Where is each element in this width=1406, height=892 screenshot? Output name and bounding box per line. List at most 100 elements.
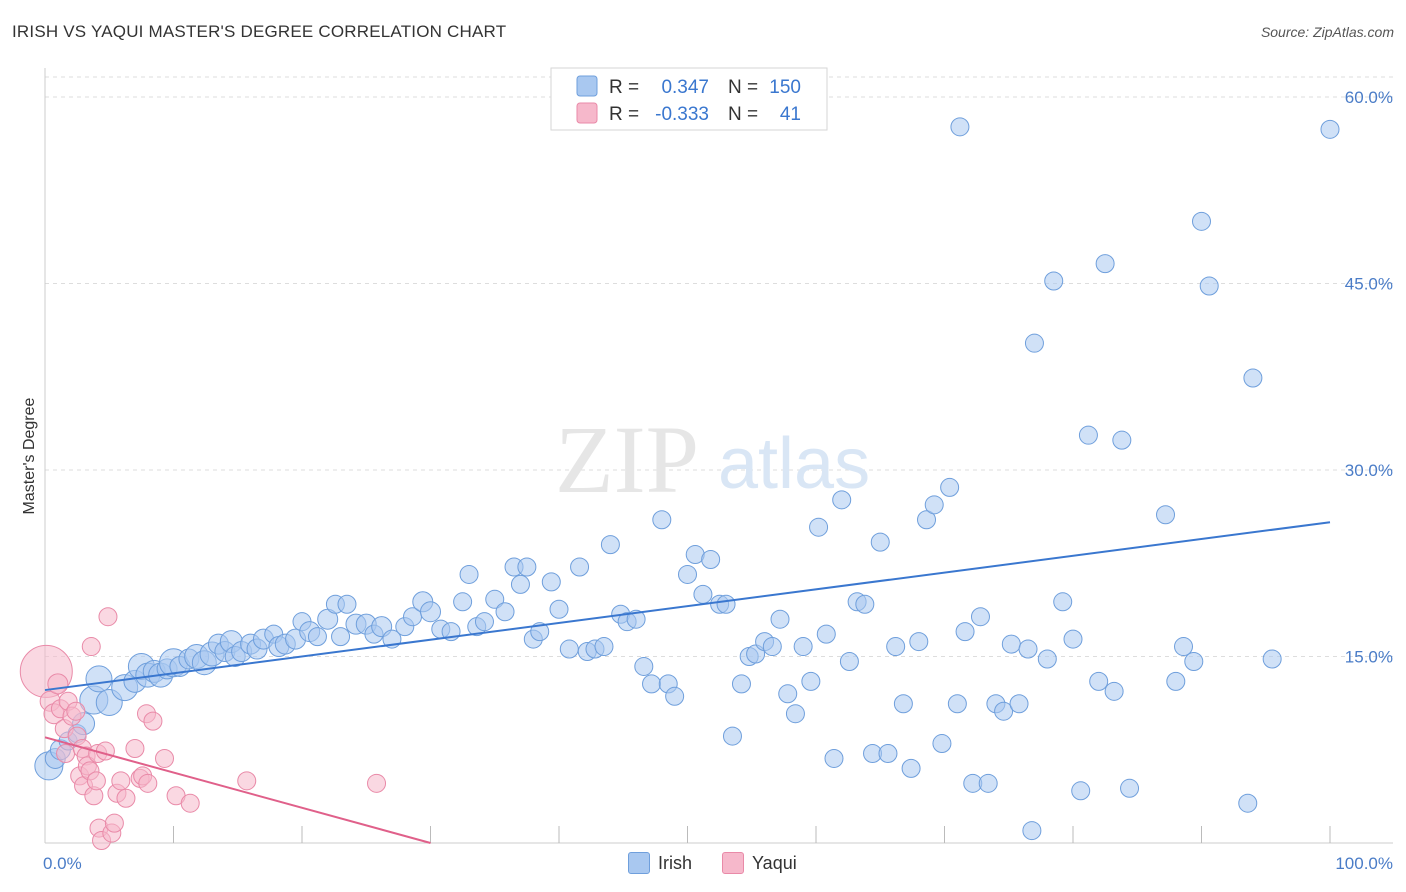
irish-point [878,743,898,763]
irish-point [978,773,998,793]
irish-point [722,726,742,746]
irish-point [1184,651,1204,671]
chart-title: IRISH VS YAQUI MASTER'S DEGREE CORRELATI… [12,22,507,41]
irish-point [947,694,967,714]
irish-point [1024,333,1044,353]
irish-point [337,594,357,614]
irish-point [1243,368,1263,388]
trend-layer [44,521,1331,844]
bottom-legend-swatch-irish [628,852,650,874]
axis-layer: 15.0% 30.0% 45.0% 60.0% 0.0% 100.0% [43,68,1393,873]
legend-r-label-yaqui: R = [609,104,639,125]
irish-point [600,535,620,555]
irish-point [909,632,929,652]
irish-point [570,557,590,577]
irish-point [701,550,721,570]
irish-point [940,477,960,497]
irish-point [1009,694,1029,714]
irish-point [453,592,473,612]
legend-n-label-yaqui: N = [728,104,758,125]
irish-point [549,599,569,619]
bottom-legend-swatch-yaqui [722,852,745,874]
yaqui-point [81,637,101,657]
irish-point [1001,634,1021,654]
irish-point [307,627,327,647]
irish-point [793,637,813,657]
irish-point [762,637,782,657]
irish-point [1174,637,1194,657]
irish-point [994,701,1014,721]
yaqui-point [125,739,145,759]
yaqui-point [111,771,131,791]
irish-trend-line [44,521,1331,692]
irish-point [731,674,751,694]
irish-point [1104,681,1124,701]
irish-point [634,656,654,676]
irish-point [932,734,952,754]
legend-box: R = 0.347 N = 150 R = -0.333 N = 41 [550,67,828,131]
watermark-atlas: atlas [718,424,870,504]
irish-point [510,574,530,594]
irish-point [530,622,550,642]
irish-point [1044,271,1064,291]
bottom-legend-label-yaqui: Yaqui [752,852,797,873]
yaqui-point [98,607,118,627]
irish-point [778,684,798,704]
irish-point [1120,778,1140,798]
irish-point [1018,639,1038,659]
x-tick-label: 100.0% [1335,854,1393,873]
points-layer [19,117,1340,851]
irish-point [1063,629,1083,649]
irish-point [1199,276,1219,296]
yaqui-point [86,771,106,791]
irish-point [1095,254,1115,274]
irish-point [517,557,537,577]
yaqui-point [237,771,257,791]
y-tick-label: 15.0% [1345,648,1393,667]
irish-point [331,627,351,647]
y-tick-label: 45.0% [1345,275,1393,294]
irish-point [642,674,662,694]
yaqui-point [66,701,86,721]
irish-point [1022,821,1042,841]
irish-point [809,517,829,537]
yaqui-trend-line [44,736,431,844]
irish-point [474,612,494,632]
irish-point [824,748,844,768]
yaqui-point [95,741,115,761]
irish-point [1192,211,1211,231]
bottom-legend-item-irish: Irish [628,852,692,874]
irish-point [1166,671,1186,691]
yaqui-point [143,711,163,731]
yaqui-point [367,773,387,793]
bottom-legend-item-yaqui: Yaqui [722,852,797,874]
irish-point [917,510,937,530]
irish-point [924,495,944,515]
irish-point [785,704,805,724]
y-axis-label: Master's Degree [21,397,38,514]
irish-point [839,651,859,671]
y-tick-label: 30.0% [1345,461,1393,480]
irish-point [832,490,852,510]
irish-point [495,602,515,622]
watermark: ZIP atlas [555,406,870,513]
yaqui-point [138,773,158,793]
irish-point [541,572,561,592]
irish-point [459,564,479,584]
irish-point [801,671,821,691]
irish-point [716,594,736,614]
bottom-legend-label-irish: Irish [658,852,693,873]
yaqui-point [155,748,175,768]
legend-r-value-irish: 0.347 [661,77,709,98]
legend-n-label-irish: N = [728,77,758,98]
irish-point [901,758,921,778]
yaqui-point [180,793,200,813]
irish-point [1078,425,1098,445]
legend-r-value-yaqui: -0.333 [655,104,709,125]
irish-point [1071,781,1091,801]
irish-point [1089,671,1109,691]
watermark-zip: ZIP [555,406,699,513]
y-tick-label: 60.0% [1345,88,1393,107]
irish-point [559,639,579,659]
irish-point [955,622,975,642]
